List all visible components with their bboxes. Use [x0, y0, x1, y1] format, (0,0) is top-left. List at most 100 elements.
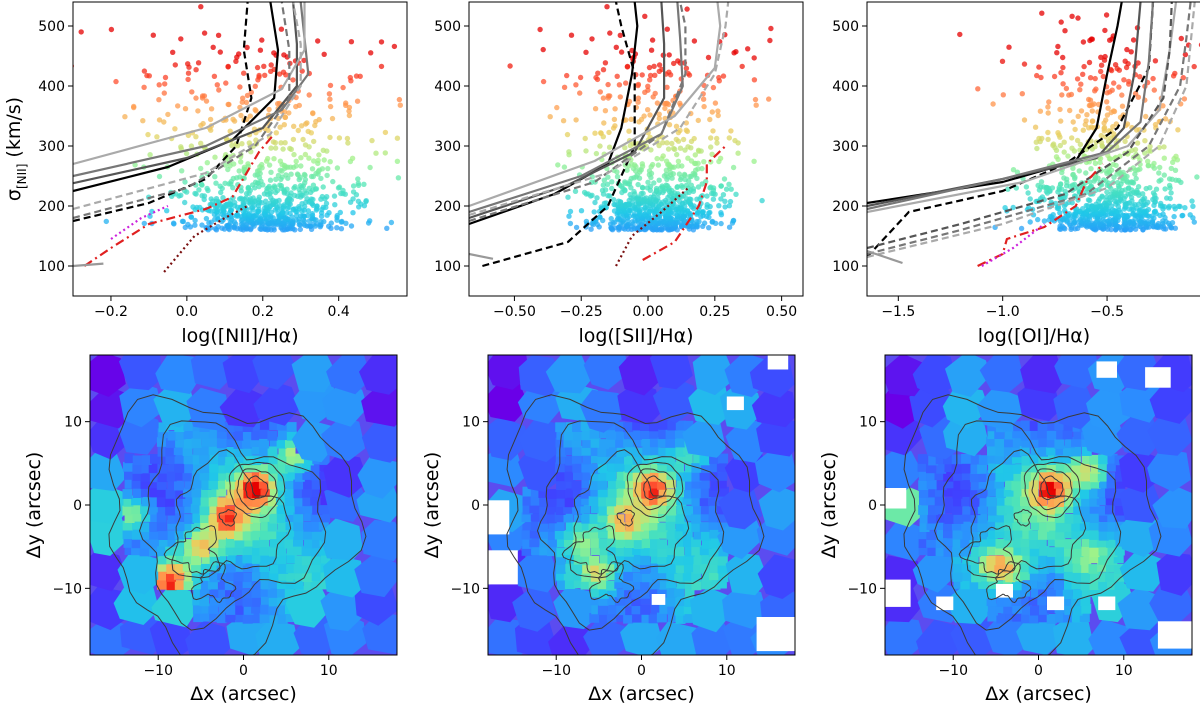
data-point: [367, 164, 373, 171]
data-point: [646, 168, 653, 174]
map-bin: [1011, 496, 1022, 507]
map-bin: [303, 529, 313, 540]
map-bin: [699, 545, 710, 556]
map-bin: [693, 504, 704, 515]
map-bin: [1055, 587, 1066, 598]
map-bin: [293, 488, 304, 499]
map-bin: [167, 430, 178, 441]
map-bin: [597, 487, 608, 498]
map-bin: [674, 571, 685, 581]
data-point: [192, 222, 198, 228]
map-bin: [1028, 563, 1039, 574]
data-point: [349, 155, 356, 161]
map-bin: [652, 377, 698, 423]
data-point: [414, 96, 419, 101]
data-point: [674, 184, 681, 190]
data-point: [720, 73, 727, 79]
map-bin: [1038, 555, 1049, 566]
map-bin: [131, 478, 142, 489]
map-bin: [166, 471, 177, 482]
map-bin: [1037, 572, 1048, 582]
data-point: [671, 60, 677, 67]
map-bin: [1064, 528, 1075, 539]
map-bin: [1046, 520, 1057, 531]
map-bin: [1117, 513, 1162, 557]
map-bin: [259, 495, 270, 506]
map-bin: [277, 537, 288, 547]
data-point: [141, 68, 148, 74]
data-point: [685, 144, 691, 150]
map-bin: [157, 446, 168, 457]
map-bin: [1038, 530, 1048, 540]
map-bin: [1071, 596, 1082, 607]
map-bin: [614, 579, 625, 589]
x-axis-title: Δx (arcsec): [985, 683, 1092, 705]
map-bin: [267, 430, 278, 441]
map-bin: [1003, 546, 1014, 557]
map-bin: [1114, 511, 1125, 522]
curve-model-gray-solid-2: [469, 2, 684, 214]
map-bin: [1062, 429, 1073, 440]
map-bin: [234, 538, 245, 549]
map-bin: [580, 503, 591, 514]
map-bin: [225, 562, 236, 573]
data-point: [178, 36, 184, 42]
map-bin: [590, 438, 601, 448]
data-point: [1060, 81, 1066, 87]
map-bin: [200, 521, 211, 532]
data-point: [663, 158, 670, 164]
map-bin: [758, 485, 795, 531]
data-point: [1142, 150, 1148, 156]
map-bin: [1089, 537, 1100, 548]
map-bin: [1013, 528, 1024, 539]
map-bin: [666, 578, 677, 589]
map-bin: [555, 554, 565, 565]
map-bin: [582, 454, 593, 465]
data-point: [645, 83, 651, 90]
map-bin: [124, 513, 135, 523]
data-point: [1021, 117, 1028, 123]
y-tick-label: −10: [847, 581, 877, 597]
map-bin: [252, 421, 263, 431]
map-bin: [217, 479, 228, 489]
curve-model-gray-dashed-1: [73, 2, 291, 220]
map-bin: [133, 488, 143, 498]
map-bin: [258, 446, 269, 457]
map-bin: [572, 422, 583, 432]
map-bin: [1021, 487, 1032, 497]
plot-area: [469, 2, 774, 268]
data-point: [1062, 28, 1068, 34]
map-bin: [676, 454, 687, 464]
data-point: [346, 112, 353, 119]
map-bin: [977, 529, 988, 540]
data-point: [256, 72, 262, 79]
map-bin: [572, 463, 583, 473]
map-bin: [90, 355, 126, 397]
data-point: [295, 127, 301, 134]
map-bin: [225, 537, 236, 548]
data-point: [213, 196, 220, 202]
map-bin: [683, 471, 694, 482]
map-bin: [124, 479, 135, 489]
data-point: [361, 181, 367, 187]
data-point: [601, 120, 607, 126]
map-bin: [918, 480, 929, 490]
map-bin: [1045, 555, 1056, 566]
map-bin: [173, 445, 184, 456]
map-bin: [184, 539, 195, 549]
map-bin: [616, 430, 627, 441]
map-bin: [716, 578, 727, 589]
map-bin: [199, 505, 210, 516]
map-bin: [234, 462, 245, 473]
map-bin: [597, 605, 608, 615]
map-bin: [276, 513, 287, 523]
curve-model-gray-dashed-1: [469, 2, 687, 223]
data-point: [318, 175, 324, 182]
data-point: [1190, 203, 1196, 209]
map-bin: [529, 537, 540, 548]
data-point: [664, 84, 670, 91]
map-bin: [165, 496, 176, 507]
map-bin: [193, 587, 204, 597]
map-bin: [226, 437, 237, 447]
contour-line: [643, 475, 667, 501]
